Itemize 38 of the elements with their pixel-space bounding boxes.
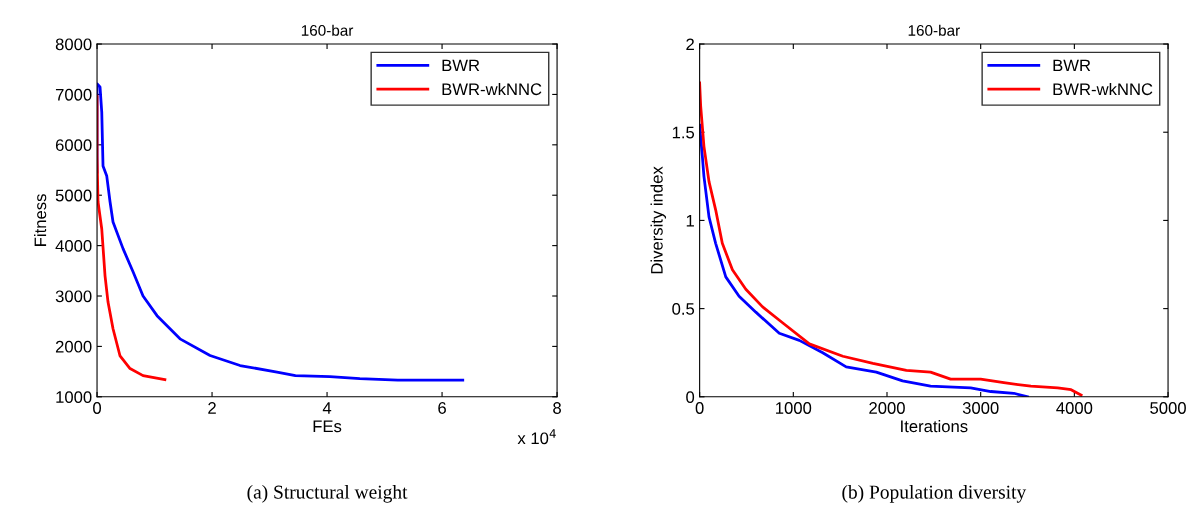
- text: x 10$^{4}$: [517, 429, 556, 445]
- legend-label: BWR: [442, 59, 480, 72]
- x-axis-title: FEs: [313, 420, 342, 433]
- x-tick-label: 4: [322, 402, 332, 414]
- x-tick-label: 0: [695, 402, 704, 414]
- y-tick-label: 1: [686, 214, 694, 227]
- y-axis-title: Fitness: [34, 194, 47, 246]
- y-tick-label: 5000: [55, 189, 92, 202]
- y-tick-label: 6000: [55, 139, 92, 152]
- legend-label: BWR-wkNNC: [1053, 82, 1153, 96]
- x-tick-label: 0: [93, 402, 102, 414]
- text: (a) Structural weight: [247, 484, 408, 503]
- y-tick-label: 3000: [55, 290, 92, 303]
- y-tick-label: 1000: [56, 391, 92, 403]
- y-tick-label: 0.5: [672, 303, 695, 315]
- x-tick-label: 5000: [1150, 402, 1186, 414]
- y-axis-title: Diversity index: [650, 166, 667, 274]
- legend-label: BWR: [1053, 59, 1091, 72]
- y-tick-label: 2: [686, 38, 694, 51]
- y-tick-label: 8000: [55, 38, 92, 51]
- x-tick-label: 2: [208, 402, 216, 414]
- x-tick-label: 3000: [962, 402, 999, 414]
- chart-title: 160-bar: [301, 24, 354, 36]
- x-tick-label: 4000: [1056, 402, 1093, 414]
- chart-title: 160-bar: [908, 24, 960, 36]
- y-tick-label: 0: [686, 391, 695, 403]
- y-tick-label: 2000: [55, 340, 92, 353]
- text: (b) Population diversity: [842, 484, 1027, 503]
- y-tick-label: 7000: [55, 88, 92, 101]
- y-tick-label: 4000: [55, 240, 92, 252]
- x-tick-label: 8: [553, 402, 561, 414]
- line-series: [699, 123, 1029, 397]
- x-tick-label: 6: [438, 402, 446, 414]
- x-tick-label: 1000: [776, 402, 812, 414]
- x-axis-title: Iterations: [901, 419, 968, 433]
- y-tick-label: 1.5: [672, 126, 695, 139]
- legend-label: BWR-wkNNC: [442, 82, 542, 96]
- x-tick-label: 2000: [869, 402, 905, 414]
